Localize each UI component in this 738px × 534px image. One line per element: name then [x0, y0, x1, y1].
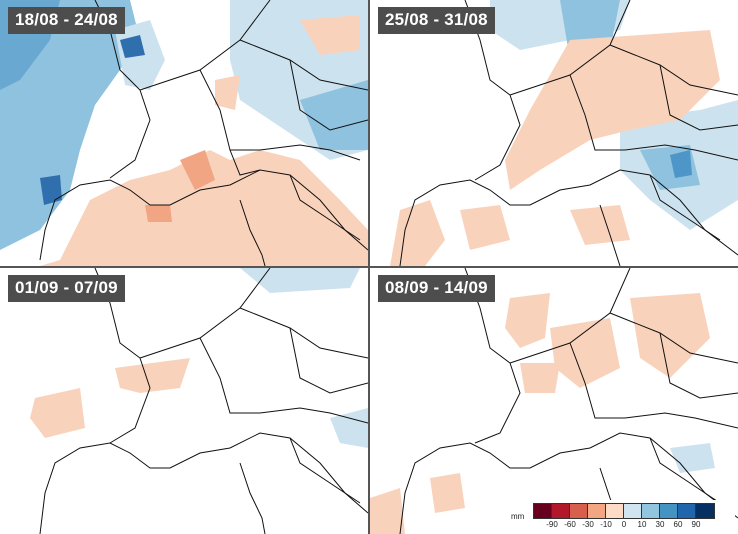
coastlines-borders [399, 0, 738, 266]
precipitation-anomaly-map-2 [370, 0, 738, 266]
wet-area [670, 150, 692, 178]
wet-area [300, 80, 368, 150]
dry-area [115, 358, 190, 393]
dry-area [30, 388, 85, 438]
week-label: 08/09 - 14/09 [378, 275, 495, 302]
wet-area [240, 268, 360, 293]
legend-tick-label: -90 [546, 520, 558, 529]
legend-swatch [696, 504, 714, 518]
wet-area [330, 408, 368, 448]
panel-week-2: 25/08 - 31/08 [370, 0, 738, 266]
legend-swatch [570, 504, 588, 518]
legend-swatch [678, 504, 696, 518]
coastlines-borders [399, 268, 738, 534]
horizontal-divider [0, 266, 738, 268]
wet-area [120, 35, 145, 58]
legend-tick-label: 90 [691, 520, 701, 529]
legend-ticks: -90 -60 -30 -10 0 10 30 60 90 [533, 520, 731, 532]
dry-area [570, 205, 630, 245]
legend-swatch [552, 504, 570, 518]
legend-tick-label: 30 [655, 520, 665, 529]
dry-area [215, 75, 240, 110]
legend-swatch [660, 504, 678, 518]
dry-area [550, 318, 620, 388]
panel-week-3: 01/09 - 07/09 [0, 268, 368, 534]
legend-swatch [588, 504, 606, 518]
legend-tick-label: 60 [673, 520, 683, 529]
dry-area [505, 293, 550, 348]
dry-area [430, 473, 465, 513]
precipitation-anomaly-map-4 [370, 268, 738, 534]
precipitation-anomaly-map-3 [0, 268, 368, 534]
legend-tick-label: 10 [637, 520, 647, 529]
legend-tick-label: 0 [621, 520, 627, 529]
legend-swatch [642, 504, 660, 518]
dry-area [370, 488, 405, 534]
panel-week-1: 18/08 - 24/08 [0, 0, 368, 266]
legend-tick-label: -30 [582, 520, 594, 529]
legend-swatch [534, 504, 552, 518]
legend-swatch [624, 504, 642, 518]
dry-area [145, 205, 172, 222]
color-legend: mm -90 -60 -30 -10 0 10 30 60 90 [503, 500, 735, 532]
coastlines-borders [39, 0, 368, 266]
dry-area [460, 205, 510, 250]
wet-area [0, 0, 140, 250]
week-label: 25/08 - 31/08 [378, 7, 495, 34]
coastlines-borders [39, 268, 368, 534]
legend-tick-label: -60 [564, 520, 576, 529]
dry-area [40, 150, 368, 266]
week-label: 01/09 - 07/09 [8, 275, 125, 302]
dry-area [505, 30, 720, 190]
week-label: 18/08 - 24/08 [8, 7, 125, 34]
legend-tick-label: -10 [600, 520, 612, 529]
wet-area [670, 443, 715, 473]
dry-area [520, 363, 560, 393]
legend-swatches [533, 503, 715, 519]
legend-swatch [606, 504, 624, 518]
panel-week-4: 08/09 - 14/09 [370, 268, 738, 534]
dry-area [300, 15, 360, 55]
wet-area [40, 175, 62, 205]
dry-area [180, 150, 215, 190]
precipitation-anomaly-map-1 [0, 0, 368, 266]
dry-area [630, 293, 710, 378]
legend-unit: mm [511, 512, 525, 521]
dry-area [390, 200, 445, 266]
